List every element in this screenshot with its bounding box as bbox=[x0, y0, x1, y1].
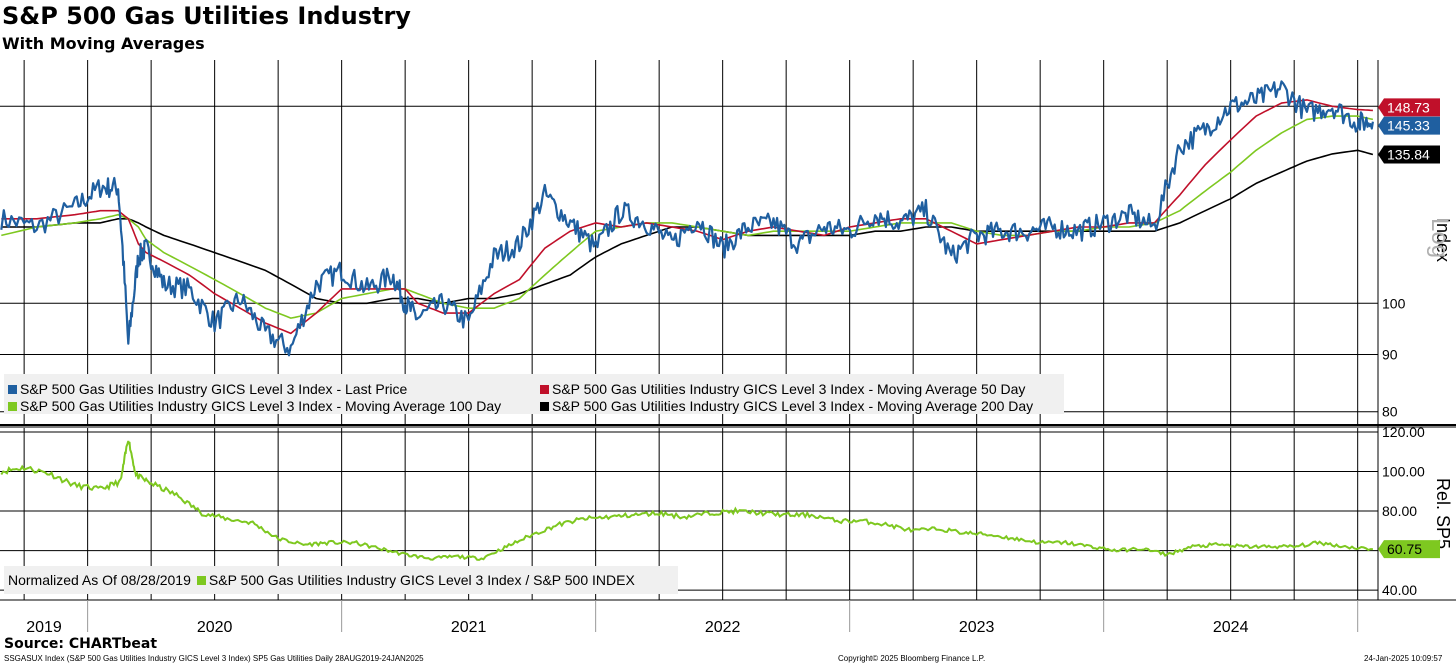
upper-panel-series bbox=[0, 80, 1374, 357]
callout-ma200: 135.84 bbox=[1378, 145, 1440, 164]
callout-rel: 60.75 bbox=[1378, 540, 1440, 559]
callout-last-price-text: 145.33 bbox=[1387, 118, 1430, 134]
upper-panel-grid bbox=[0, 60, 1378, 424]
callout-last-price: 145.33 bbox=[1378, 116, 1440, 135]
chart-subtitle: With Moving Averages bbox=[2, 34, 205, 53]
legend-item-ma100: S&P 500 Gas Utilities Industry GICS Leve… bbox=[8, 398, 501, 414]
legend-item-ma50: S&P 500 Gas Utilities Industry GICS Leve… bbox=[540, 381, 1025, 397]
callout-last-price-bg bbox=[1378, 116, 1440, 135]
chart-labels: 809010040.0060.0080.00100.00120.00IndexL… bbox=[26, 98, 1453, 636]
legend-label-rel: S&P 500 Gas Utilities Industry GICS Leve… bbox=[208, 572, 635, 588]
legend-item-last-price: S&P 500 Gas Utilities Industry GICS Leve… bbox=[8, 381, 407, 397]
callout-ma200-bg bbox=[1378, 145, 1440, 164]
upper-axis-title: Index bbox=[1433, 218, 1453, 262]
callout-ma200-text: 135.84 bbox=[1387, 146, 1430, 162]
x-year-label: 2022 bbox=[705, 619, 741, 636]
upper-ytick-label: 100 bbox=[1382, 295, 1406, 311]
legend-label-ma200: S&P 500 Gas Utilities Industry GICS Leve… bbox=[552, 398, 1034, 414]
chart-axes bbox=[0, 60, 1456, 601]
lower-legend-row: Normalized As Of 08/28/2019 S&P 500 Gas … bbox=[8, 572, 635, 588]
legend-swatch-ma50 bbox=[540, 384, 549, 394]
legend-label-ma50: S&P 500 Gas Utilities Industry GICS Leve… bbox=[552, 381, 1026, 397]
normalized-note: Normalized As Of 08/28/2019 bbox=[8, 572, 191, 588]
callout-ma50-bg bbox=[1378, 98, 1440, 117]
chart-title: S&P 500 Gas Utilities Industry bbox=[2, 2, 411, 30]
timestamp: 24-Jan-2025 10:09:57 bbox=[1364, 654, 1443, 663]
ticker-info: SSGASUX Index (S&P 500 Gas Utilities Ind… bbox=[4, 654, 424, 663]
x-year-label: 2019 bbox=[26, 619, 62, 636]
upper-ytick-label: 90 bbox=[1382, 346, 1398, 362]
upper-ytick-label: 80 bbox=[1382, 404, 1398, 420]
legend-swatch-rel bbox=[196, 575, 206, 585]
series-last-price-line bbox=[0, 80, 1374, 357]
lower-axis-title: Rel. SP5 bbox=[1433, 478, 1453, 549]
x-year-label: 2024 bbox=[1213, 619, 1249, 636]
series-rel-sp5-line bbox=[0, 440, 1373, 561]
log-scale-label: Log bbox=[1426, 218, 1453, 258]
legend-swatch-ma200 bbox=[540, 401, 549, 411]
x-year-label: 2023 bbox=[959, 619, 995, 636]
source-note: Source: CHARTbeat bbox=[4, 636, 158, 652]
copyright: Copyright© 2025 Bloomberg Finance L.P. bbox=[838, 654, 986, 663]
lower-panel-grid bbox=[0, 428, 1378, 600]
lower-legend: Normalized As Of 08/28/2019 S&P 500 Gas … bbox=[4, 566, 678, 594]
legend-swatch-last-price bbox=[8, 384, 17, 394]
callout-rel-bg bbox=[1378, 540, 1440, 559]
x-year-label: 2020 bbox=[197, 619, 233, 636]
lower-ytick-label: 100.00 bbox=[1382, 463, 1425, 479]
lower-panel-series bbox=[0, 440, 1373, 561]
lower-ytick-label: 80.00 bbox=[1382, 503, 1417, 519]
lower-ytick-label: 40.00 bbox=[1382, 582, 1417, 598]
callout-rel-text: 60.75 bbox=[1387, 541, 1422, 557]
legend-label-ma100: S&P 500 Gas Utilities Industry GICS Leve… bbox=[20, 398, 502, 414]
upper-legend: S&P 500 Gas Utilities Industry GICS Leve… bbox=[4, 374, 1064, 414]
lower-ytick-label: 120.00 bbox=[1382, 424, 1425, 440]
x-year-label: 2021 bbox=[451, 619, 487, 636]
callout-ma50-text: 148.73 bbox=[1387, 99, 1430, 115]
legend-item-ma200: S&P 500 Gas Utilities Industry GICS Leve… bbox=[540, 398, 1033, 414]
legend-label-last-price: S&P 500 Gas Utilities Industry GICS Leve… bbox=[20, 381, 408, 397]
callout-ma50: 148.73 bbox=[1378, 98, 1440, 117]
legend-swatch-ma100 bbox=[8, 401, 17, 411]
